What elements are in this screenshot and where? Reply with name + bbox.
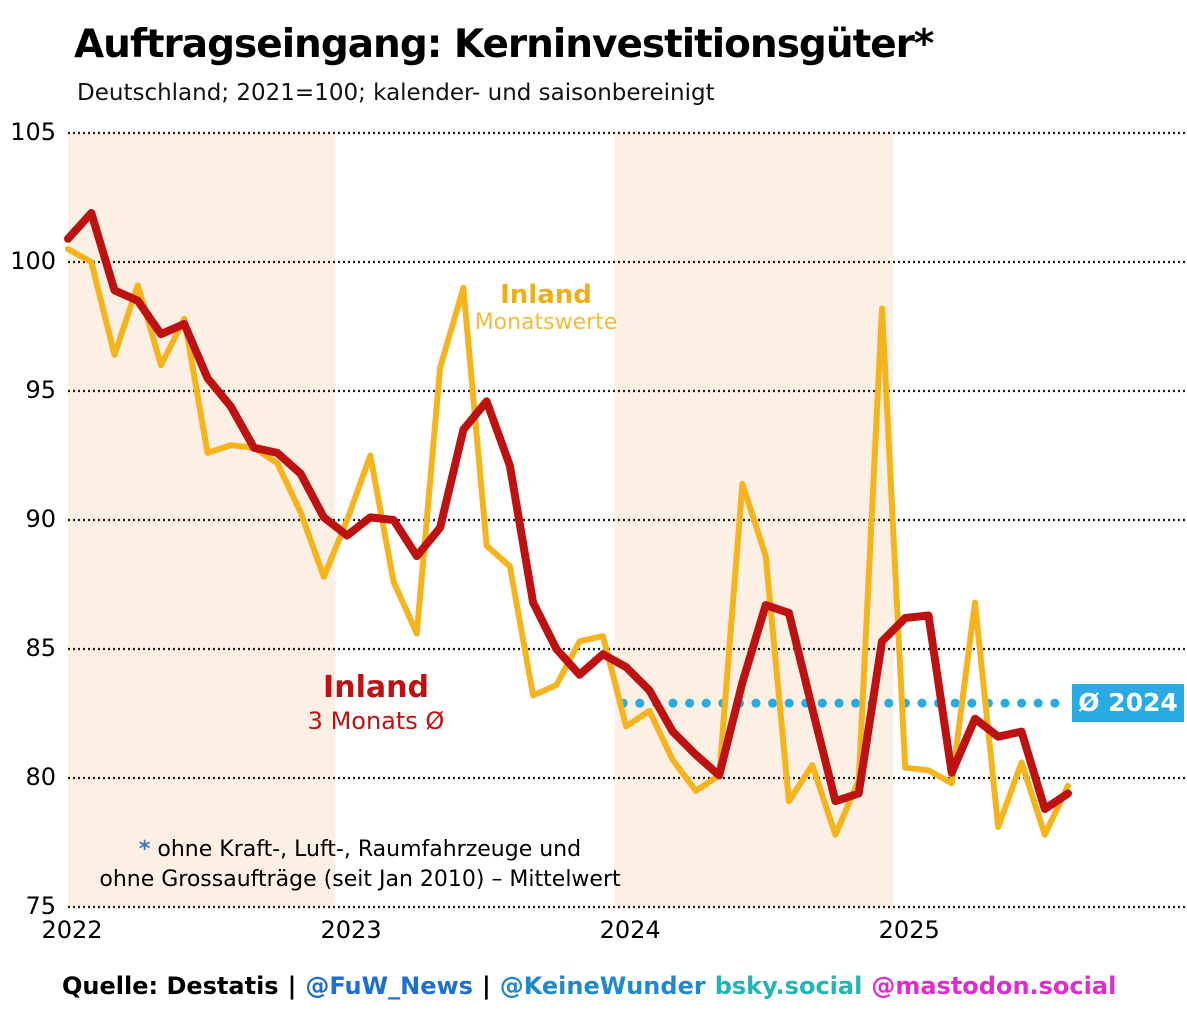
source-segment: @mastodon.social (871, 972, 1117, 1000)
annotation-monthly-series: Inland Monatswerte (396, 280, 696, 335)
source-segment: @FuW_News (305, 972, 473, 1000)
year-band-2022 (68, 133, 336, 907)
average-2024-badge: Ø 2024 (1072, 684, 1184, 722)
annotation-3month-avg-series: Inland 3 Monats Ø (226, 670, 526, 735)
series-line-3month-avg (64, 209, 1072, 813)
x-axis-label-2023: 2023 (320, 916, 382, 944)
y-axis-label-105: 105 (10, 118, 56, 146)
source-segment: bsky.social (714, 972, 863, 1000)
y-axis-label-85: 85 (25, 634, 56, 662)
annotation-monthly-sub: Monatswerte (474, 310, 618, 335)
x-axis-label-2022: 2022 (41, 916, 103, 944)
footnote-line1: ohne Kraft-, Luft-, Raumfahrzeuge und (157, 837, 582, 862)
footnote: * ohne Kraft-, Luft-, Raumfahrzeuge und … (60, 835, 660, 895)
page-title: Auftragseingang: Kerninvestitionsgüter* (74, 22, 934, 67)
page-subtitle: Deutschland; 2021=100; kalender- und sai… (77, 80, 715, 106)
source-line: Quelle: Destatis | @FuW_News | @KeineWunder b… (62, 972, 1116, 1000)
annotation-avg3-sub: 3 Monats Ø (307, 707, 445, 735)
footnote-asterisk: * (138, 837, 151, 862)
x-axis-label-2024: 2024 (599, 916, 661, 944)
y-axis-label-80: 80 (25, 763, 56, 791)
y-axis-label-95: 95 (25, 376, 56, 404)
y-axis-label-90: 90 (25, 505, 56, 533)
source-segment: | (481, 972, 491, 1000)
source-segment: @KeineWunder (499, 972, 706, 1000)
source-segment: | (287, 972, 297, 1000)
y-axis-label-75: 75 (25, 892, 56, 920)
annotation-avg3-title: Inland (323, 670, 429, 705)
y-axis-label-100: 100 (10, 247, 56, 275)
annotation-monthly-title: Inland (500, 280, 592, 310)
source-segment: Quelle: Destatis (62, 972, 279, 1000)
footnote-line2: ohne Grossaufträge (seit Jan 2010) – Mit… (99, 867, 621, 892)
x-axis-label-2025: 2025 (878, 916, 940, 944)
